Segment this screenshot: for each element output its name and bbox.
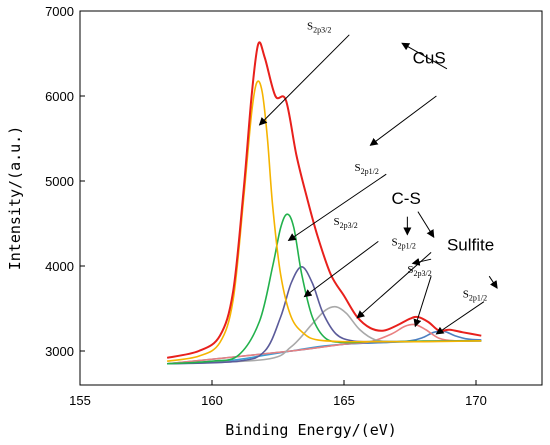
y-axis-label: Intensity/(a.u.) (6, 126, 24, 271)
annotation-arrow (287, 173, 387, 242)
x-tick-label: 165 (333, 393, 355, 408)
y-tick-label: 4000 (45, 259, 74, 274)
annotation-text: C-S (392, 189, 421, 208)
annotation-label: S2p3/2 (307, 21, 331, 35)
x-tick-label: 160 (201, 393, 223, 408)
y-tick-label: 3000 (45, 344, 74, 359)
annotation-label: S2p1/2 (463, 288, 487, 302)
y-tick-label: 7000 (45, 4, 74, 19)
annotation-text: S (407, 264, 413, 276)
annotation-label: Sulfite (447, 236, 494, 255)
annotation-subscript: 2p1/2 (469, 293, 487, 302)
annotation-arrows (258, 34, 498, 335)
annotation-subscript: 2p3/2 (413, 269, 431, 278)
annotation-label: S2p3/2 (333, 216, 357, 230)
annotation-arrow (435, 301, 485, 335)
annotation-label: S2p1/2 (392, 237, 416, 251)
annotation-arrow (488, 275, 498, 289)
plot-frame (79, 10, 543, 386)
annotation-subscript: 2p3/2 (340, 221, 358, 230)
annotation-text: S (333, 216, 339, 228)
annotation-text: S (392, 237, 398, 249)
annotation-arrow (413, 276, 432, 328)
x-axis-label: Binding Energy/(eV) (225, 421, 397, 439)
annotation-arrow (356, 252, 432, 319)
x-tick-label: 155 (69, 393, 91, 408)
annotation-text: S (355, 162, 361, 174)
annotation-subscript: 2p3/2 (313, 26, 331, 35)
annotation-label: CuS (413, 49, 446, 68)
annotation-arrow (401, 42, 448, 70)
series-line-0 (166, 41, 482, 359)
annotation-text: S (307, 21, 313, 33)
annotation-arrow (417, 211, 435, 238)
axis-ticks: 155 160 165 170 3000 4000 5000 6000 7000 (45, 4, 487, 408)
annotation-text: CuS (413, 49, 446, 68)
annotation-label: S2p3/2 (407, 264, 431, 278)
x-tick-label: 170 (465, 393, 487, 408)
annotation-arrow (303, 240, 379, 298)
annotation-text: Sulfite (447, 236, 494, 255)
y-tick-label: 5000 (45, 174, 74, 189)
y-tick-label: 6000 (45, 89, 74, 104)
annotation-arrow (369, 95, 437, 146)
series-line-1 (166, 80, 482, 362)
annotation-subscript: 2p1/2 (398, 242, 416, 251)
series-curves (166, 41, 482, 365)
annotation-text: S (463, 288, 469, 300)
annotation-arrow (258, 34, 350, 126)
annotation-label: S2p1/2 (355, 162, 379, 176)
annotation-subscript: 2p1/2 (361, 167, 379, 176)
series-line-5 (167, 323, 482, 365)
annotation-arrow (411, 257, 432, 266)
annotation-label: C-S (392, 189, 421, 208)
